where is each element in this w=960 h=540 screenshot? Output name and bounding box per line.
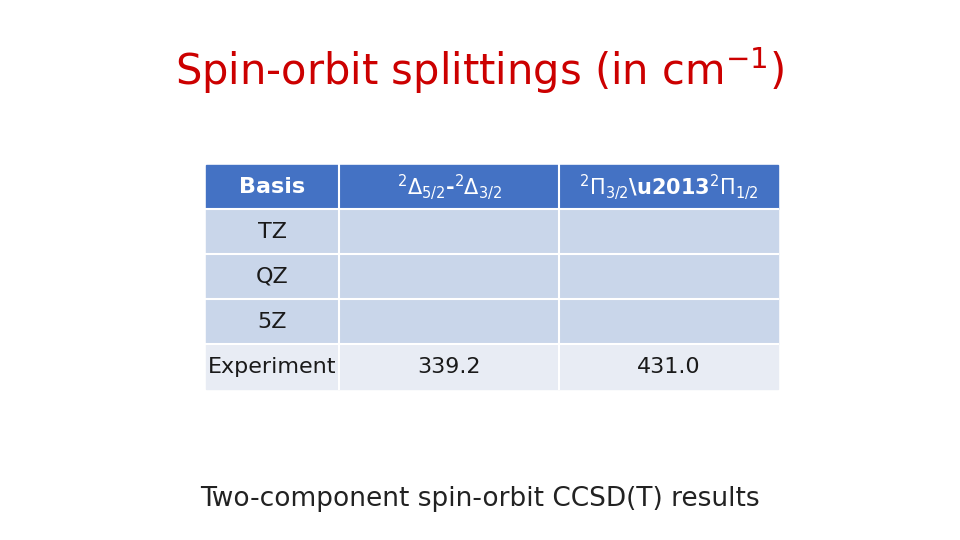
Text: Spin-orbit splittings (in cm$^{-1}$): Spin-orbit splittings (in cm$^{-1}$) bbox=[176, 45, 784, 96]
Bar bbox=[559, 344, 779, 389]
Text: QZ: QZ bbox=[256, 267, 289, 287]
Bar bbox=[205, 254, 340, 299]
Bar bbox=[340, 299, 559, 344]
Text: 339.2: 339.2 bbox=[418, 357, 481, 377]
Bar bbox=[205, 210, 340, 254]
Text: 431.0: 431.0 bbox=[636, 357, 701, 377]
Bar bbox=[340, 210, 559, 254]
Bar bbox=[559, 165, 779, 210]
Bar bbox=[205, 165, 340, 210]
Bar bbox=[340, 254, 559, 299]
Bar bbox=[559, 254, 779, 299]
Text: Two-component spin-orbit CCSD(T) results: Two-component spin-orbit CCSD(T) results bbox=[201, 487, 759, 512]
Bar bbox=[559, 210, 779, 254]
Text: Basis: Basis bbox=[239, 177, 305, 197]
Text: $^2\Pi_{3/2}$\u2013$^2\Pi_{1/2}$: $^2\Pi_{3/2}$\u2013$^2\Pi_{1/2}$ bbox=[579, 172, 758, 202]
Bar bbox=[205, 299, 340, 344]
Bar bbox=[340, 344, 559, 389]
Text: Experiment: Experiment bbox=[208, 357, 337, 377]
Text: TZ: TZ bbox=[258, 222, 287, 242]
Bar bbox=[205, 344, 340, 389]
Text: $^2\Delta_{5/2}$-$^2\Delta_{3/2}$: $^2\Delta_{5/2}$-$^2\Delta_{3/2}$ bbox=[396, 172, 502, 202]
Bar bbox=[340, 165, 559, 210]
Text: 5Z: 5Z bbox=[258, 312, 287, 332]
Bar bbox=[559, 299, 779, 344]
